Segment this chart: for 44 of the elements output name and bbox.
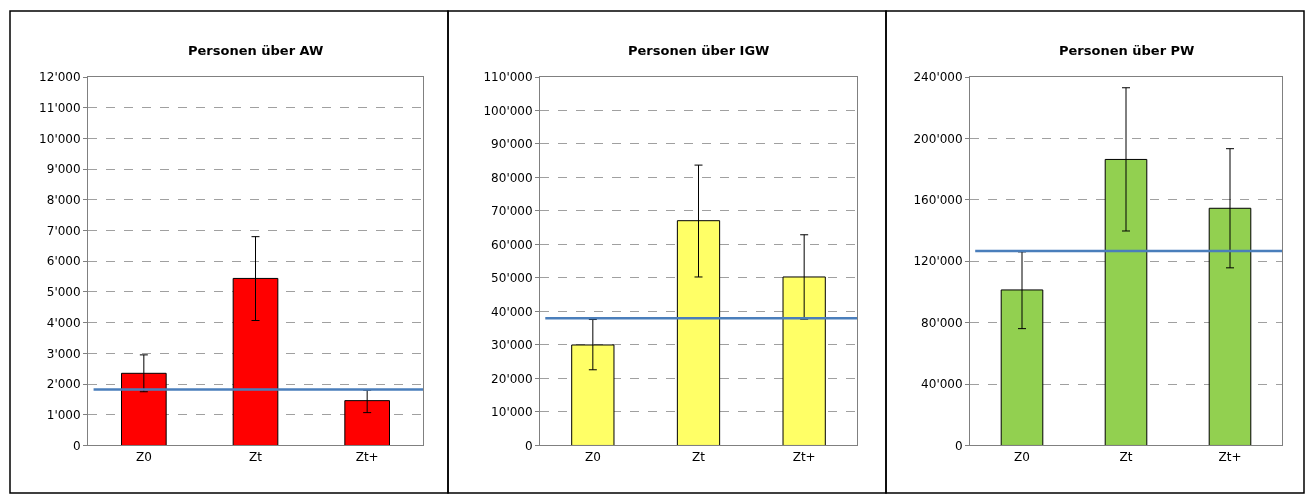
y-tick-label: 12'000 — [39, 70, 81, 85]
y-tick-label: 110'000 — [483, 70, 533, 85]
y-tick-label: 4'000 — [46, 315, 81, 330]
x-tick-label: Zt+ — [1218, 449, 1242, 464]
y-tick-label: 80'000 — [491, 170, 533, 185]
x-tick-label: Z0 — [584, 449, 601, 464]
y-tick-label: 0 — [954, 438, 963, 453]
y-tick-label: 10'000 — [39, 131, 81, 146]
y-tick-label: 11'000 — [39, 100, 81, 115]
y-tick-label: 90'000 — [491, 137, 533, 152]
y-tick-label: 9'000 — [46, 162, 81, 177]
y-tick-label: 40'000 — [491, 304, 533, 319]
x-tick-label: Zt — [1119, 449, 1133, 464]
y-tick-label: 200'000 — [913, 131, 963, 146]
x-tick-label: Zt — [249, 449, 263, 464]
y-tick-label: 0 — [72, 438, 81, 453]
y-tick-label: 7'000 — [46, 223, 81, 238]
x-tick-label: Zt — [692, 449, 706, 464]
y-tick-label: 1'000 — [46, 407, 81, 422]
y-tick-label: 120'000 — [913, 254, 963, 269]
chart-title: Personen über PW — [1059, 43, 1195, 58]
y-tick-label: 70'000 — [491, 204, 533, 219]
y-tick-label: 20'000 — [491, 371, 533, 386]
y-tick-label: 3'000 — [46, 346, 81, 361]
x-tick-label: Z0 — [1014, 449, 1030, 464]
y-tick-label: 160'000 — [913, 193, 963, 208]
y-tick-label: 80'000 — [921, 315, 963, 330]
y-tick-label: 50'000 — [491, 271, 533, 286]
x-tick-label: Zt+ — [792, 449, 816, 464]
chart-title: Personen über IGW — [628, 43, 770, 58]
x-tick-label: Zt+ — [355, 449, 379, 464]
y-tick-label: 10'000 — [491, 405, 533, 420]
y-tick-label: 60'000 — [491, 237, 533, 252]
y-tick-label: 30'000 — [491, 338, 533, 353]
y-tick-label: 5'000 — [46, 285, 81, 300]
y-tick-label: 2'000 — [46, 377, 81, 392]
chart-title: Personen über AW — [188, 43, 324, 58]
y-tick-label: 100'000 — [483, 103, 533, 118]
x-tick-label: Z0 — [135, 449, 152, 464]
y-tick-label: 8'000 — [46, 193, 81, 208]
y-tick-label: 40'000 — [921, 377, 963, 392]
y-tick-label: 0 — [524, 438, 533, 453]
y-tick-label: 6'000 — [46, 254, 81, 269]
y-tick-label: 240'000 — [913, 70, 963, 85]
